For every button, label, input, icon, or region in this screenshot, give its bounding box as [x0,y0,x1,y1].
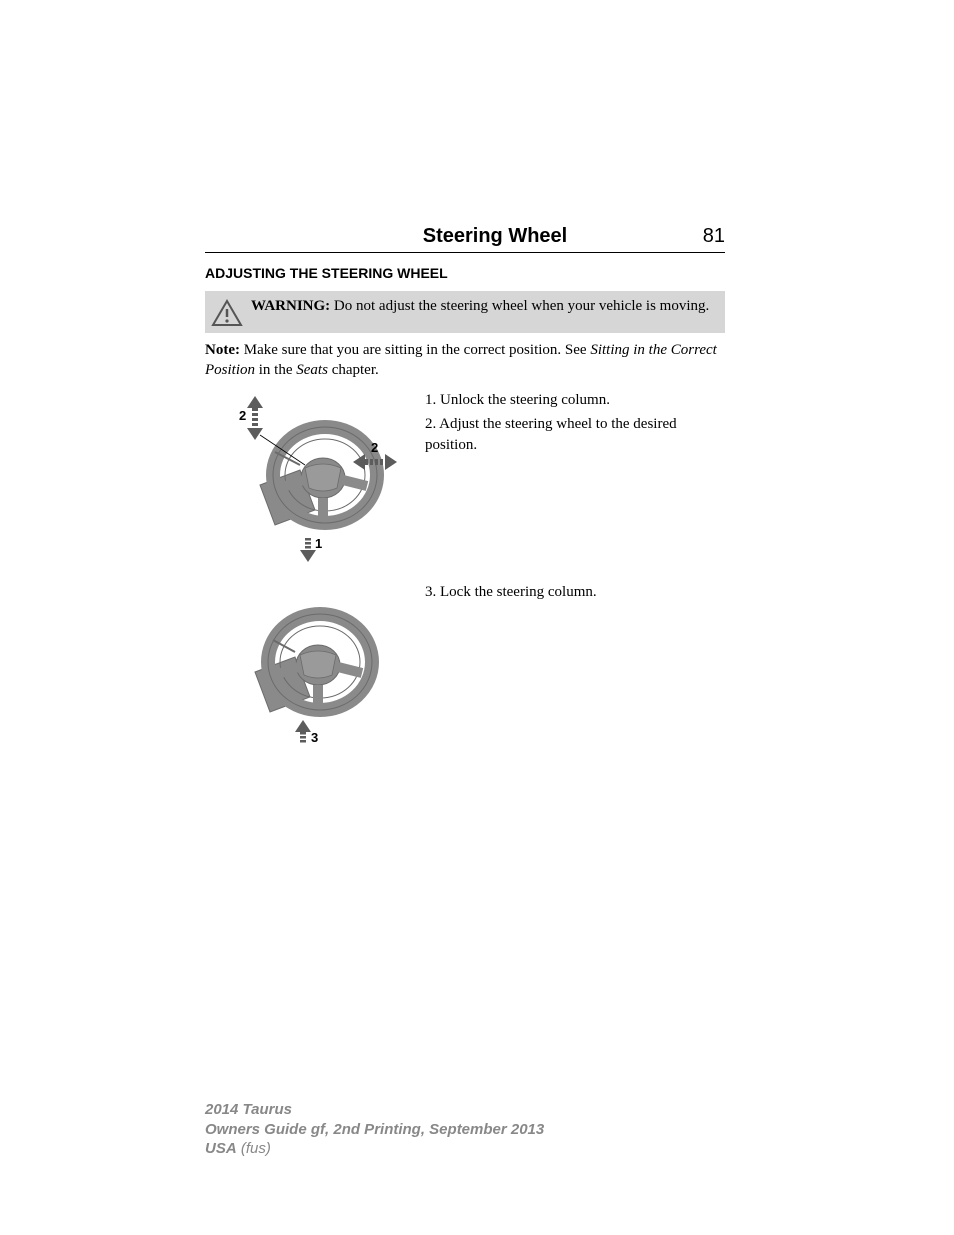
fig2-label-bottom: 3 [311,730,318,745]
page-footer: 2014 Taurus Owners Guide gf, 2nd Printin… [205,1100,725,1159]
step-3: 3. Lock the steering column. [425,582,725,602]
note-text-1: Make sure that you are sitting in the co… [240,342,590,358]
page-number: 81 [685,225,725,248]
fig1-label-bottom: 1 [315,536,322,551]
footer-fus: (fus) [237,1140,271,1157]
warning-box: WARNING: Do not adjust the steering whee… [205,291,725,333]
note-label: Note: [205,342,240,358]
warning-label: WARNING: [251,298,330,314]
step-2: 2. Adjust the steering wheel to the desi… [425,414,725,455]
page-header: Steering Wheel 81 [205,225,725,253]
note-text-2: in the [255,362,296,378]
page-content: Steering Wheel 81 ADJUSTING THE STEERING… [205,225,725,764]
footer-line-1: 2014 Taurus [205,1100,725,1120]
figure-row-1: 2 2 1 [205,390,725,570]
section-heading: ADJUSTING THE STEERING WHEEL [205,265,725,281]
steering-wheel-lock-diagram: 3 [205,582,405,752]
warning-body: Do not adjust the steering wheel when yo… [330,298,709,314]
chapter-title: Steering Wheel [305,225,685,248]
figure-row-2: 3 3. Lock the steering column. [205,582,725,752]
note-text-3: chapter. [328,362,379,378]
footer-country: USA [205,1140,237,1157]
note-chapter-italic: Seats [296,362,328,378]
figure-2: 3 [205,582,405,752]
note-paragraph: Note: Make sure that you are sitting in … [205,341,725,380]
figure-1: 2 2 1 [205,390,405,570]
warning-triangle-icon [211,299,243,327]
warning-text: WARNING: Do not adjust the steering whee… [251,297,709,316]
step-1: 1. Unlock the steering column. [425,390,725,410]
steering-wheel-adjust-diagram: 2 2 1 [205,390,405,570]
fig1-label-right: 2 [371,440,378,455]
footer-line-2: Owners Guide gf, 2nd Printing, September… [205,1120,725,1140]
steps-1-2: 1. Unlock the steering column. 2. Adjust… [425,390,725,459]
fig1-label-top: 2 [239,408,246,423]
footer-line-3: USA (fus) [205,1139,725,1159]
steps-3: 3. Lock the steering column. [425,582,725,606]
